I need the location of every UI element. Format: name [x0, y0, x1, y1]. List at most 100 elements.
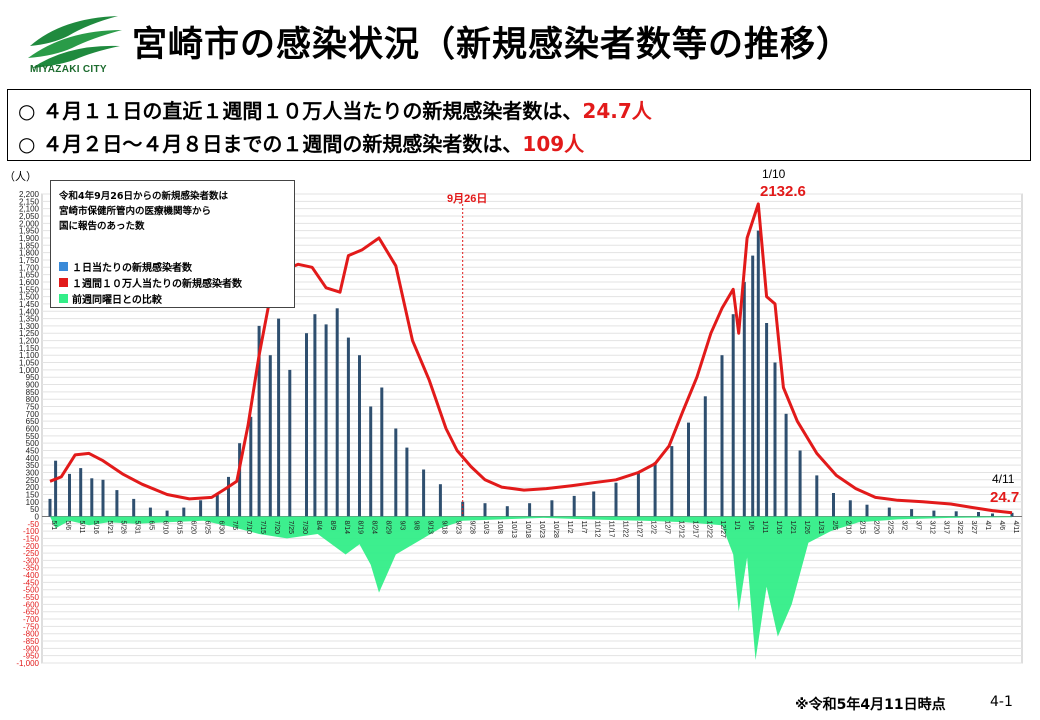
y-tick-label: -600	[23, 600, 40, 609]
y-tick-label: 900	[26, 381, 40, 390]
x-tick-label: 4/6	[998, 520, 1005, 530]
x-tick-label: 9/28	[468, 520, 475, 534]
y-tick-label: 750	[26, 403, 40, 412]
daily-bar	[199, 500, 203, 517]
y-tick-label: -500	[23, 586, 40, 595]
y-tick-label: 450	[26, 446, 40, 455]
daily-bar	[751, 255, 755, 517]
y-tick-label: -1,000	[16, 659, 39, 668]
y-tick-label: -100	[23, 527, 40, 536]
x-tick-label: 9/8	[413, 520, 420, 530]
daily-bar	[249, 416, 253, 517]
daily-bar	[742, 281, 746, 517]
x-tick-label: 10/28	[552, 520, 559, 538]
header: MIYAZAKI CITY 宮崎市の感染状況（新規感染者数等の推移）	[0, 0, 1040, 88]
x-tick-label: 7/5	[231, 520, 238, 530]
daily-bar	[592, 491, 596, 517]
y-tick-label: -850	[23, 637, 40, 646]
daily-bar	[313, 314, 317, 517]
legend-note-line: 宮崎市保健所管内の医療機関等から	[59, 206, 212, 217]
y-tick-label: 2,150	[19, 197, 40, 206]
y-tick-label: 2,200	[19, 190, 40, 199]
daily-bar	[572, 495, 576, 517]
daily-bar	[614, 482, 618, 517]
x-tick-label: 6/15	[176, 520, 183, 534]
x-tick-label: 9/3	[399, 520, 406, 530]
x-tick-label: 11/2	[566, 520, 573, 533]
daily-bar	[505, 506, 509, 517]
y-tick-label: 1,000	[19, 366, 40, 375]
daily-bar	[405, 447, 409, 517]
x-tick-label: 8/14	[343, 520, 350, 534]
x-tick-label: 5/16	[92, 520, 99, 534]
x-tick-label: 7/20	[273, 520, 280, 534]
legend-note: 令和4年9月26日からの新規感染者数は 宮崎市保健所管内の医療機関等から 国に報…	[59, 189, 228, 234]
daily-bar	[48, 498, 52, 517]
y-tick-label: 350	[26, 461, 40, 470]
weekly-line	[49, 202, 1013, 515]
daily-bar	[977, 512, 980, 517]
x-tick-label: 12/17	[691, 520, 698, 538]
legend-swatch-daily	[59, 262, 68, 271]
x-tick-label: 1/21	[789, 520, 796, 534]
legend-label-weekly: １週間１０万人当たりの新規感染者数	[72, 279, 242, 290]
y-tick-label: 800	[26, 395, 40, 404]
y-tick-label: 1,200	[19, 337, 40, 346]
daily-bar	[653, 462, 657, 517]
y-tick-label: -550	[23, 593, 40, 602]
x-tick-label: 7/10	[245, 520, 252, 534]
x-tick-label: 12/2	[650, 520, 657, 534]
x-tick-label: 4/1	[984, 520, 991, 530]
y-tick-label: 0	[35, 512, 40, 521]
daily-bar	[784, 413, 788, 517]
daily-bar	[288, 369, 292, 517]
x-tick-label: 7/15	[259, 520, 266, 534]
legend-note-line: 令和4年9月26日からの新規感染者数は	[59, 191, 228, 202]
daily-bar	[865, 504, 869, 517]
daily-bar	[815, 475, 819, 517]
x-tick-label: 6/30	[217, 520, 224, 534]
x-tick-label: 11/17	[608, 520, 615, 537]
daily-bar	[54, 460, 58, 517]
x-tick-label: 6/25	[203, 520, 210, 534]
daily-bar	[483, 503, 487, 517]
x-tick-label: 11/7	[580, 520, 587, 533]
x-tick-label: 3/22	[956, 520, 963, 534]
summary-line-1-text: ○ ４月１１日の直近１週間１０万人当たりの新規感染者数は、	[18, 99, 583, 123]
x-tick-label: 5/31	[134, 520, 141, 534]
x-tick-label: 10/13	[510, 520, 517, 538]
daily-bar	[991, 513, 994, 517]
daily-bar	[1010, 512, 1014, 517]
y-tick-label: 1,750	[19, 256, 40, 265]
y-tick-label: 1,800	[19, 249, 40, 258]
x-tick-label: 11/27	[636, 520, 643, 537]
y-tick-label: 1,300	[19, 322, 40, 331]
daily-bar	[257, 325, 261, 517]
chart-area: -1,000 -950 -900 -850 -800 -750 -700 -650 -600 -5…	[0, 166, 1040, 696]
x-tick-label: 12/22	[705, 520, 712, 538]
y-tick-label: 650	[26, 417, 40, 426]
y-tick-label: 100	[26, 498, 40, 507]
x-tick-label: 2/25	[887, 520, 894, 534]
daily-bar	[79, 468, 83, 517]
daily-bar	[848, 500, 852, 517]
y-tick-label: 1,500	[19, 293, 40, 302]
last-value-label: 24.7	[990, 489, 1020, 506]
daily-bar	[636, 472, 640, 517]
daily-bar	[887, 507, 891, 517]
y-tick-label: -750	[23, 622, 40, 631]
x-tick-label: 1/1	[733, 520, 740, 530]
x-tick-label: 10/23	[538, 520, 545, 538]
x-tick-label: 3/12	[928, 520, 935, 534]
y-tick-label: 2,050	[19, 212, 40, 221]
y-tick-label: -900	[23, 644, 40, 653]
daily-bar	[335, 308, 339, 517]
x-tick-label: 8/24	[371, 520, 378, 534]
x-tick-label: 8/9	[329, 520, 336, 530]
x-tick-label: 12/27	[719, 520, 726, 538]
summary-line-1-value: 24.7人	[582, 99, 652, 123]
x-tick-label: 1/31	[817, 520, 824, 534]
y-tick-label: 1,100	[19, 351, 40, 360]
x-tick-label: 5/6	[64, 520, 71, 530]
daily-bar	[165, 510, 169, 517]
